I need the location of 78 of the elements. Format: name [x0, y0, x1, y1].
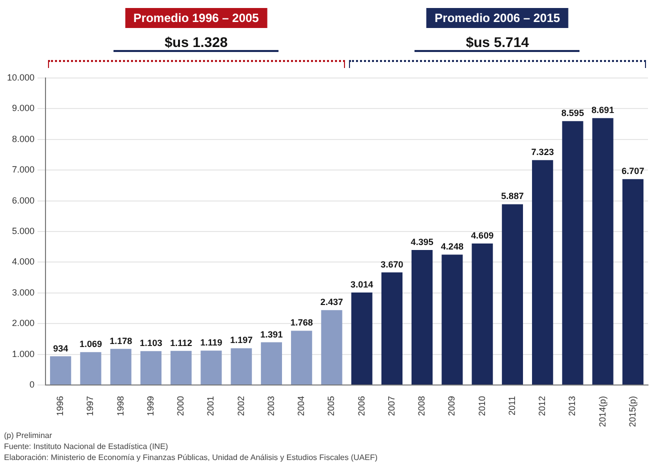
bar	[622, 179, 644, 384]
x-tick-label: 2011	[506, 396, 517, 416]
bar	[80, 352, 102, 384]
data-label: 4.609	[471, 230, 494, 240]
bar	[532, 160, 554, 384]
bar	[472, 243, 493, 384]
data-label: 1.768	[290, 318, 313, 328]
data-label: 8.595	[561, 108, 584, 118]
data-label: 1.112	[170, 338, 192, 348]
text: Elaboración: Ministerio de Economía y Finanzas Públicas, Unidad de Análisis y Estudios Fiscales (UAEF)	[4, 452, 378, 463]
x-tick-label: 2010	[476, 396, 487, 416]
text: Promedio 2006 – 2015	[426, 8, 568, 28]
x-tick-label: 2005	[326, 396, 336, 416]
text: $us 1.328	[114, 34, 279, 52]
data-label: 3.670	[380, 259, 404, 270]
source-note: Fuente: Instituto Nacional de Estadística (INE)	[4, 441, 170, 452]
text: (p) Preliminar	[4, 430, 54, 441]
x-tick-label: 2013	[567, 396, 578, 416]
bar	[381, 272, 402, 384]
y-tick-label: 8.000	[12, 134, 35, 144]
bar	[442, 254, 463, 384]
bar	[351, 292, 372, 384]
data-label: 2.437	[320, 297, 343, 308]
data-label: 7.323	[531, 147, 554, 158]
data-label: 6.707	[622, 166, 644, 176]
bar	[412, 250, 433, 384]
bar	[291, 330, 312, 384]
data-label: 4.248	[440, 242, 464, 252]
data-label: 1.197	[230, 335, 253, 346]
x-tick-label: 2009	[446, 396, 457, 416]
x-tick-label: 2004	[296, 396, 306, 416]
data-label: 1.391	[260, 329, 283, 340]
x-tick-label: 1996	[55, 396, 66, 416]
data-label: 934	[53, 343, 68, 354]
bar	[562, 121, 584, 384]
bar	[140, 351, 162, 384]
y-tick-label: 10.000	[6, 72, 35, 82]
x-tick-label: 2001	[206, 396, 216, 416]
x-tick-label: 2008	[416, 396, 427, 416]
x-tick-label: 1998	[115, 396, 126, 416]
bar	[110, 348, 132, 384]
x-tick-label: 2000	[176, 396, 186, 416]
bar	[170, 350, 192, 384]
data-label: 8.691	[592, 105, 614, 116]
bar	[321, 310, 342, 384]
x-tick-label: 1999	[145, 396, 156, 416]
y-tick-label: 5.000	[12, 226, 35, 236]
text: Promedio 1996 – 2005	[125, 8, 267, 28]
x-tick-label: 1997	[85, 396, 96, 416]
bar	[502, 204, 523, 384]
bar	[592, 118, 614, 384]
y-tick-label: 3.000	[12, 287, 35, 298]
data-label: 1.119	[200, 338, 222, 348]
bar	[230, 348, 252, 384]
text: $us 5.714	[414, 34, 580, 52]
data-label: 1.069	[79, 339, 102, 350]
y-tick-label: 1.000	[12, 348, 35, 359]
x-tick-label: 2006	[356, 396, 366, 416]
x-tick-label: 2015(p)	[627, 396, 638, 428]
data-label: 3.014	[350, 279, 374, 290]
y-tick-label: 9.000	[12, 103, 35, 114]
x-tick-label: 2014(p)	[597, 396, 608, 428]
x-tick-label: 2003	[266, 396, 276, 416]
data-label: 4.395	[410, 237, 434, 248]
y-tick-label: 6.000	[12, 195, 35, 206]
data-label: 1.178	[110, 336, 132, 346]
y-tick-label: 7.000	[12, 164, 35, 175]
y-tick-label: 2.000	[12, 318, 35, 328]
x-tick-label: 2002	[236, 396, 246, 416]
data-label: 5.887	[501, 191, 524, 202]
y-tick-label: 4.000	[12, 256, 35, 267]
bar	[260, 342, 282, 384]
x-tick-label: 2007	[386, 396, 396, 416]
bar	[50, 356, 72, 384]
x-tick-label: 2012	[537, 396, 548, 416]
data-label: 1.103	[140, 338, 162, 348]
bar	[200, 350, 222, 384]
y-tick-label: 0	[30, 379, 35, 390]
